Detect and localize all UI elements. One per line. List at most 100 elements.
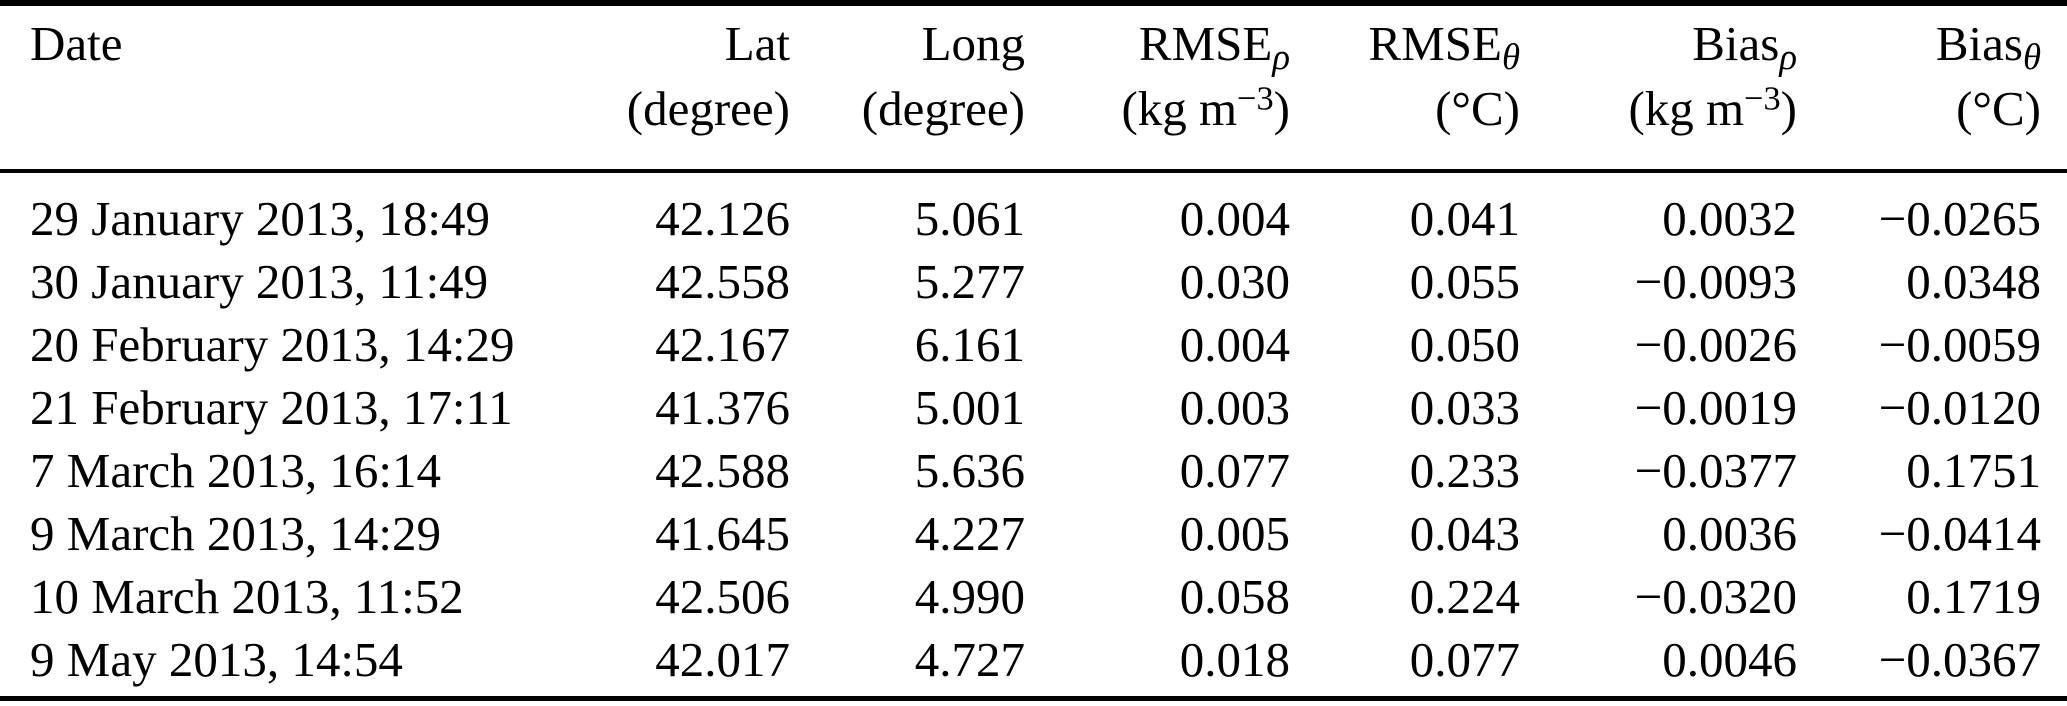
column-header-long: Long (degree) [790,3,1025,171]
cell-lat: 42.167 [655,317,790,372]
cell-long: 4.990 [914,569,1025,624]
column-header-rmse-theta: RMSEθ (°C) [1290,3,1521,171]
cell-date: 9 March 2013, 14:29 [30,506,441,561]
column-label: RMSEθ [1290,6,1521,78]
cell-long: 5.001 [914,380,1025,435]
cell-bias-rho: −0.0026 [1634,317,1797,372]
cell-rmse-theta: 0.033 [1409,380,1520,435]
column-unit: (kg m−3) [1520,76,1797,142]
cell-lat: 41.645 [655,506,790,561]
cell-lat: 42.558 [655,254,790,309]
unit-text: (°C) [1435,81,1520,136]
cell-long: 5.277 [914,254,1025,309]
column-header-bias-rho: Biasρ (kg m−3) [1520,3,1797,171]
cell-rmse-rho: 0.077 [1179,443,1290,498]
column-label-subscript: ρ [1779,36,1797,78]
unit-text: (°C) [1956,81,2041,136]
column-label-text: Bias [1935,16,2023,71]
cell-bias-rho: −0.0377 [1634,443,1797,498]
cell-rmse-rho: 0.004 [1179,191,1290,246]
cell-date: 10 March 2013, 11:52 [30,569,464,624]
cell-lat: 42.017 [655,632,790,687]
column-label-text: Bias [1692,16,1780,71]
column-label-text: Long [921,16,1025,71]
column-label-subscript: ρ [1272,36,1290,78]
cell-rmse-rho: 0.003 [1179,380,1290,435]
column-header-lat: Lat (degree) [560,3,790,171]
cell-bias-theta: 0.1719 [1906,569,2041,624]
cell-rmse-theta: 0.041 [1409,191,1520,246]
column-label-text: Lat [724,16,790,71]
cell-long: 4.727 [914,632,1025,687]
cell-lat: 42.506 [655,569,790,624]
table-row: 7 March 2013, 16:14 42.588 5.636 0.077 0… [0,439,2067,502]
column-unit: (°C) [1290,76,1520,142]
column-label: Biasρ [1520,6,1797,76]
column-label: Long [790,6,1025,76]
header-row: Date Lat (degree) Long (degree) RMSEρ (k… [0,3,2067,171]
cell-bias-rho: 0.0032 [1662,191,1797,246]
table-row: 20 February 2013, 14:29 42.167 6.161 0.0… [0,313,2067,376]
unit-superscript: −3 [1744,79,1781,118]
cell-long: 5.636 [914,443,1025,498]
cell-bias-rho: −0.0093 [1634,254,1797,309]
cell-rmse-rho: 0.030 [1179,254,1290,309]
cell-date: 7 March 2013, 16:14 [30,443,441,498]
cell-rmse-theta: 0.043 [1409,506,1520,561]
cell-long: 6.161 [914,317,1025,372]
column-header-rmse-rho: RMSEρ (kg m−3) [1025,3,1290,171]
cell-bias-theta: −0.0367 [1878,632,2041,687]
cell-date: 21 February 2013, 17:11 [30,380,513,435]
cell-date: 20 February 2013, 14:29 [30,317,515,372]
table-header: Date Lat (degree) Long (degree) RMSEρ (k… [0,3,2067,171]
unit-text-close: ) [1273,81,1290,136]
column-label: Date [30,6,560,76]
table-row: 21 February 2013, 17:11 41.376 5.001 0.0… [0,376,2067,439]
cell-date: 30 January 2013, 11:49 [30,254,489,309]
cell-rmse-theta: 0.224 [1409,569,1520,624]
column-unit: (degree) [790,76,1025,142]
column-label-text: RMSE [1138,16,1273,71]
cell-bias-theta: −0.0059 [1878,317,2041,372]
cell-bias-rho: 0.0036 [1662,506,1797,561]
cell-lat: 41.376 [655,380,790,435]
cell-bias-theta: 0.0348 [1906,254,2041,309]
column-unit: (kg m−3) [1025,76,1290,142]
table-body: 29 January 2013, 18:49 42.126 5.061 0.00… [0,171,2067,699]
cell-rmse-rho: 0.018 [1179,632,1290,687]
table-row: 9 March 2013, 14:29 41.645 4.227 0.005 0… [0,502,2067,565]
cell-rmse-theta: 0.050 [1409,317,1520,372]
cell-rmse-rho: 0.004 [1179,317,1290,372]
cell-lat: 42.588 [655,443,790,498]
cell-bias-rho: −0.0019 [1634,380,1797,435]
cell-bias-theta: −0.0414 [1878,506,2041,561]
unit-superscript: −3 [1237,79,1274,118]
column-label-text: RMSE [1368,16,1502,71]
cell-long: 4.227 [914,506,1025,561]
unit-text: (degree) [861,81,1025,136]
cell-date: 29 January 2013, 18:49 [30,191,490,246]
column-unit: (degree) [560,76,790,142]
cell-long: 5.061 [914,191,1025,246]
cell-rmse-theta: 0.055 [1409,254,1520,309]
column-label: Lat [560,6,790,76]
cell-date: 9 May 2013, 14:54 [30,632,403,687]
cell-rmse-theta: 0.233 [1409,443,1520,498]
column-label-text: Date [30,16,123,71]
cell-bias-theta: −0.0265 [1878,191,2041,246]
cell-bias-rho: 0.0046 [1662,632,1797,687]
unit-text: (kg m [1628,81,1745,136]
column-label: Biasθ [1797,6,2041,76]
unit-text: (degree) [626,81,790,136]
cell-rmse-rho: 0.005 [1179,506,1290,561]
column-label-subscript: θ [2022,36,2041,78]
column-label-subscript: θ [1501,36,1520,78]
table-row: 30 January 2013, 11:49 42.558 5.277 0.03… [0,250,2067,313]
table-row: 10 March 2013, 11:52 42.506 4.990 0.058 … [0,565,2067,628]
cell-lat: 42.126 [655,191,790,246]
cell-bias-rho: −0.0320 [1634,569,1797,624]
table-row: 9 May 2013, 14:54 42.017 4.727 0.018 0.0… [0,628,2067,699]
column-unit: (°C) [1797,76,2041,142]
column-label: RMSEρ [1025,6,1290,76]
